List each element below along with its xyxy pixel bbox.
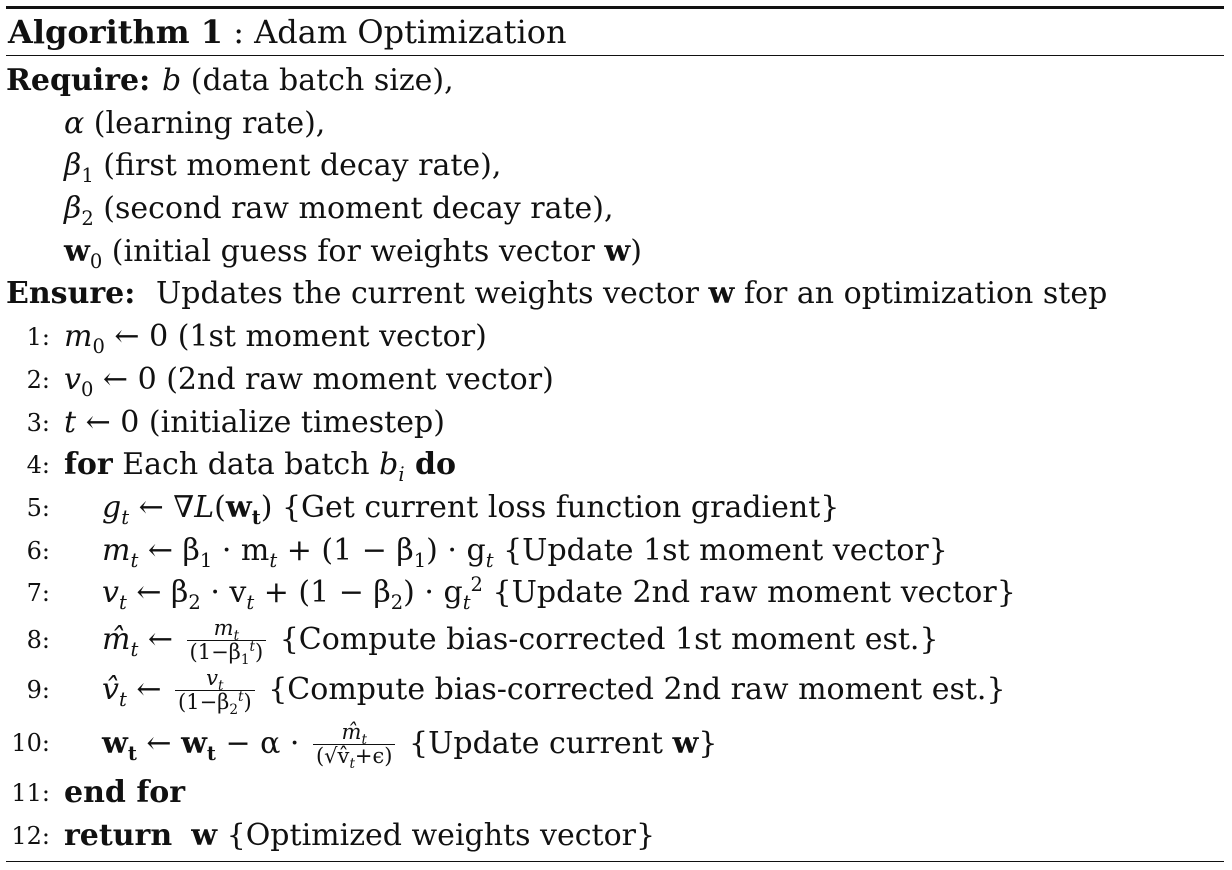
line-number: 5: bbox=[26, 493, 50, 522]
line-number: 9: bbox=[26, 675, 50, 704]
require-item: β1 (first moment decay rate), bbox=[64, 148, 502, 188]
require-item: β2 (second raw moment decay rate), bbox=[64, 191, 614, 231]
line-content: wt ← wt − α · m̂t (√v̂t+ϵ) {Update curren… bbox=[102, 720, 718, 773]
fraction: m̂t (√v̂t+ϵ) bbox=[312, 721, 396, 771]
require-line: w0 (initial guess for weights vector w) bbox=[6, 231, 1224, 274]
ensure-line: Ensure: Updates the current weights vect… bbox=[6, 273, 1224, 316]
algorithm-line: 1: m0 ← 0 (1st moment vector) bbox=[6, 316, 1224, 359]
require-line: β1 (first moment decay rate), bbox=[6, 145, 1224, 188]
line-number: 11: bbox=[11, 778, 50, 807]
require-label: Require: bbox=[6, 63, 151, 98]
line-content: m0 ← 0 (1st moment vector) bbox=[64, 319, 487, 359]
caption-title: Adam Optimization bbox=[254, 13, 567, 51]
require-item: w0 (initial guess for weights vector w) bbox=[64, 233, 642, 273]
line-number: 12: bbox=[11, 821, 50, 850]
line-content: gt ← ∇L(wt) {Get current loss function g… bbox=[102, 489, 840, 529]
line-number: 10: bbox=[11, 728, 50, 757]
algorithm-line: 9: v̂t ← vt (1−β2t) {Compute bias-correct… bbox=[6, 665, 1224, 719]
line-content: m̂t ← mt (1−β1t) {Compute bias-corrected … bbox=[102, 616, 939, 669]
algorithm-line: 2: v0 ← 0 (2nd raw moment vector) bbox=[6, 359, 1224, 402]
fraction: mt (1−β1t) bbox=[186, 617, 267, 667]
algorithm-line: 12: return w {Optimized weights vector} bbox=[6, 815, 1224, 858]
line-number: 7: bbox=[26, 579, 50, 608]
algorithm-caption: Algorithm 1 : Adam Optimization bbox=[6, 9, 1224, 55]
algorithm-line: 4: for Each data batch bi do bbox=[6, 444, 1224, 487]
algorithm-block: Algorithm 1 : Adam Optimization Require:… bbox=[6, 6, 1224, 857]
caption-separator: : bbox=[223, 13, 255, 51]
line-number: 3: bbox=[26, 408, 50, 437]
algorithm-line: 3: t ← 0 (initialize timestep) bbox=[6, 402, 1224, 445]
line-content: for Each data batch bi do bbox=[64, 447, 456, 487]
line-number: 6: bbox=[26, 536, 50, 565]
keyword: return bbox=[64, 817, 173, 853]
require-line: Require: b (data batch size), bbox=[6, 60, 1224, 103]
require-item: b (data batch size), bbox=[162, 63, 454, 98]
keyword: end for bbox=[64, 774, 186, 810]
fraction: vt (1−β2t) bbox=[175, 667, 255, 717]
ensure-text: Updates the current weights vector w for… bbox=[156, 276, 1108, 312]
caption-label: Algorithm 1 bbox=[8, 13, 224, 51]
line-content: end for bbox=[64, 772, 185, 815]
require-line: β2 (second raw moment decay rate), bbox=[6, 188, 1224, 231]
bottom-rule bbox=[6, 861, 1224, 862]
line-number: 8: bbox=[26, 625, 50, 654]
top-rule bbox=[6, 6, 1224, 9]
line-number: 1: bbox=[26, 323, 50, 352]
line-content: mt ← β1 · mt + (1 − β1) · gt {Update 1st… bbox=[102, 532, 948, 572]
algorithm-line: 11: end for bbox=[6, 772, 1224, 815]
keyword: do bbox=[404, 447, 456, 483]
line-content: return w {Optimized weights vector} bbox=[64, 817, 656, 853]
line-content: t ← 0 (initialize timestep) bbox=[64, 404, 445, 440]
algorithm-line: 8: m̂t ← mt (1−β1t) {Compute bias-correct… bbox=[6, 615, 1224, 669]
algorithm-body: Require: b (data batch size), α (learnin… bbox=[6, 56, 1224, 857]
line-content: v0 ← 0 (2nd raw moment vector) bbox=[64, 361, 554, 401]
line-number: 4: bbox=[26, 451, 50, 480]
algorithm-line: 7: vt ← β2 · vt + (1 − β2) · gt2 {Update… bbox=[6, 572, 1224, 615]
line-content: vt ← β2 · vt + (1 − β2) · gt2 {Update 2n… bbox=[102, 573, 1016, 615]
require-line: α (learning rate), bbox=[6, 103, 1224, 146]
algorithm-line: 5: gt ← ∇L(wt) {Get current loss functio… bbox=[6, 487, 1224, 530]
line-number: 2: bbox=[26, 365, 50, 394]
line-content: v̂t ← vt (1−β2t) {Compute bias-corrected … bbox=[102, 666, 1006, 719]
require-item: α (learning rate), bbox=[64, 105, 326, 141]
caption-rule bbox=[6, 55, 1224, 56]
keyword: for bbox=[64, 447, 113, 483]
algorithm-line: 10: wt ← wt − α · m̂t (√v̂t+ϵ) {Update cu… bbox=[6, 715, 1224, 772]
algorithm-line: 6: mt ← β1 · mt + (1 − β1) · gt {Update … bbox=[6, 530, 1224, 573]
ensure-label: Ensure: bbox=[6, 276, 136, 312]
